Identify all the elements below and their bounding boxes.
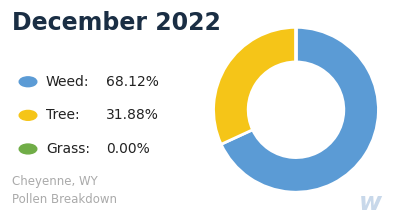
Text: 0.00%: 0.00% — [106, 142, 150, 156]
Text: 68.12%: 68.12% — [106, 75, 159, 89]
Text: December 2022: December 2022 — [12, 11, 221, 35]
Text: Weed:: Weed: — [46, 75, 90, 89]
Wedge shape — [214, 27, 296, 144]
Text: 31.88%: 31.88% — [106, 108, 159, 122]
Text: Grass:: Grass: — [46, 142, 90, 156]
Wedge shape — [221, 27, 378, 192]
Text: Tree:: Tree: — [46, 108, 80, 122]
Text: Cheyenne, WY
Pollen Breakdown: Cheyenne, WY Pollen Breakdown — [12, 175, 117, 206]
Text: w: w — [359, 191, 382, 215]
